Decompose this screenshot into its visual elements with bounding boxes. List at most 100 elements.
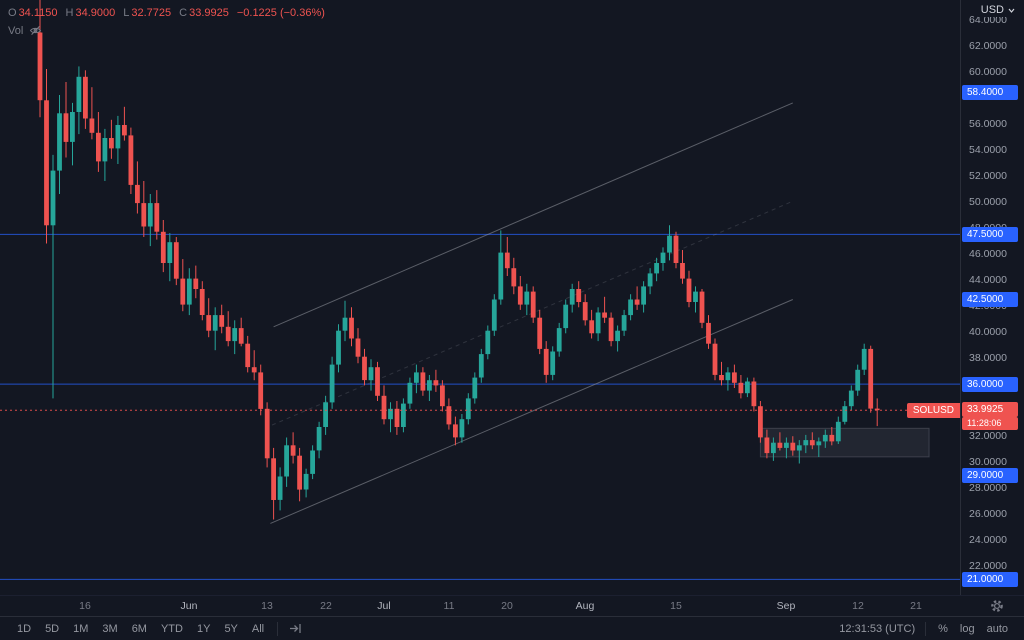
time-axis-tick: 13: [261, 600, 273, 612]
auto-scale-button[interactable]: auto: [986, 622, 1008, 635]
price-axis-label: 44.0000: [969, 274, 1007, 286]
range-button-all[interactable]: All: [251, 622, 265, 635]
candle: [660, 247, 666, 271]
price-axis[interactable]: USD 64.0000 62.0000 60.0000 56.0000 54.0000 5…: [960, 0, 1024, 595]
price-level-label[interactable]: 47.5000: [962, 227, 1018, 242]
clock[interactable]: 12:31:53 (UTC): [839, 622, 916, 635]
range-button-5d[interactable]: 5D: [45, 622, 60, 635]
time-axis-tick: Jul: [377, 600, 391, 612]
price-level-label[interactable]: 42.5000: [962, 292, 1018, 307]
candle: [809, 432, 815, 450]
candle: [401, 398, 406, 433]
candle: [115, 115, 121, 164]
log-scale-button[interactable]: log: [959, 622, 975, 635]
range-button-3m[interactable]: 3M: [102, 622, 118, 635]
candle: [89, 87, 95, 140]
candle: [206, 298, 212, 338]
candle: [264, 402, 270, 468]
price-axis-label: 60.0000: [969, 66, 1007, 78]
close-value: 33.9925: [189, 7, 229, 19]
range-button-6m[interactable]: 6M: [131, 622, 147, 635]
candle: [764, 429, 770, 459]
candle: [102, 128, 108, 181]
channel-lower-trendline[interactable]: [270, 299, 793, 524]
candle: [323, 395, 328, 435]
chevron-down-icon: [1008, 8, 1015, 13]
candle: [368, 359, 374, 391]
high-value: 34.9000: [75, 7, 116, 19]
candle: [57, 95, 62, 194]
candle: [251, 350, 257, 381]
eye-off-icon[interactable]: [29, 24, 42, 37]
candle: [758, 401, 763, 443]
price-level-label[interactable]: 29.0000: [962, 468, 1018, 483]
candle: [342, 300, 348, 342]
price-axis-label: 30.0000: [969, 456, 1007, 468]
open-label: O: [8, 7, 17, 19]
candle: [388, 402, 393, 433]
candle: [232, 320, 238, 355]
candle: [543, 341, 549, 383]
candle: [219, 304, 225, 334]
channel-upper-trendline[interactable]: [273, 102, 793, 328]
candle: [615, 325, 620, 352]
candle: [673, 231, 679, 269]
candle: [453, 416, 458, 446]
candle: [199, 281, 205, 321]
gear-icon[interactable]: [990, 599, 1004, 618]
price-level-label[interactable]: 36.0000: [962, 377, 1018, 392]
candle: [225, 311, 231, 347]
candlestick-chart[interactable]: [0, 0, 960, 595]
candle: [738, 375, 744, 399]
candle: [258, 364, 264, 416]
candle: [212, 307, 218, 351]
change-value: −0.1225 (−0.36%): [236, 7, 325, 19]
candle: [848, 385, 854, 411]
candle: [647, 268, 653, 295]
price-axis-label: 56.0000: [969, 118, 1007, 130]
open-value: 34.1150: [18, 7, 58, 19]
close-label: C: [179, 7, 188, 19]
candle: [362, 348, 367, 386]
candle: [186, 268, 192, 316]
low-value: 32.7725: [131, 7, 172, 19]
percent-scale-button[interactable]: %: [938, 622, 948, 635]
candle: [699, 289, 705, 329]
price-axis-label: 64.0000: [969, 14, 1007, 26]
candle: [576, 281, 582, 308]
candle: [459, 414, 465, 443]
candle: [771, 437, 776, 461]
volume-legend: Vol: [8, 24, 42, 37]
consolidation-highlight-box[interactable]: [759, 427, 930, 458]
candle: [63, 82, 69, 158]
range-button-1y[interactable]: 1Y: [196, 622, 211, 635]
candle: [141, 181, 147, 237]
go-to-date-icon[interactable]: [284, 621, 307, 636]
time-axis-tick: 21: [910, 600, 922, 612]
candle: [803, 434, 809, 454]
candle: [147, 194, 153, 247]
candle: [621, 309, 627, 336]
range-button-5y[interactable]: 5Y: [224, 622, 238, 635]
candle: [868, 345, 874, 413]
candle: [238, 317, 244, 347]
currency-dropdown-button[interactable]: USD: [977, 3, 1018, 17]
volume-label: Vol: [8, 24, 24, 37]
range-button-ytd[interactable]: YTD: [160, 622, 183, 635]
time-axis-tick: 12: [852, 600, 864, 612]
candle: [70, 102, 75, 166]
candle: [706, 315, 711, 349]
time-axis[interactable]: 16 Jun 13 22 Jul 11 20 Aug 15 Sep 12 21: [0, 595, 1024, 617]
high-label: H: [65, 7, 74, 19]
price-level-label[interactable]: 58.4000: [962, 85, 1018, 100]
range-button-1m[interactable]: 1M: [73, 622, 89, 635]
range-button-1d[interactable]: 1D: [17, 622, 32, 635]
price-level-label[interactable]: 21.0000: [962, 572, 1018, 587]
candle: [76, 66, 82, 135]
price-axis-label: 62.0000: [969, 40, 1007, 52]
candle: [381, 385, 387, 425]
bottom-toolbar: 1D 5D 1M 3M 6M YTD 1Y 5Y All 12:31:53 (UTC) % lo…: [0, 617, 1024, 640]
candle: [790, 436, 796, 456]
chart-area[interactable]: O 34.1150 H 34.9000 L 32.7725 C 33.9925 …: [0, 0, 960, 595]
